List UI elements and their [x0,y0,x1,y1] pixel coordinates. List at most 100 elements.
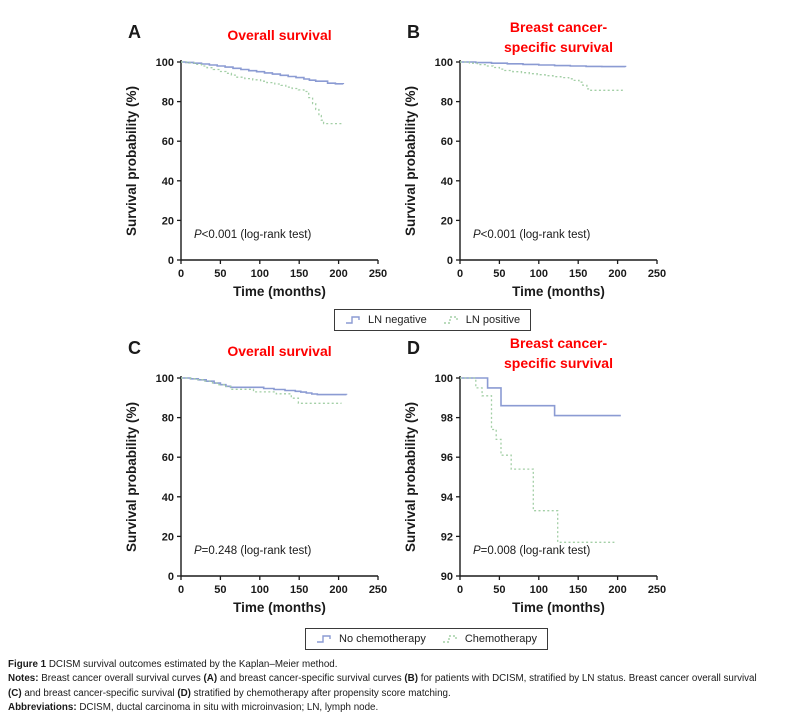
y-tick-label: 100 [156,57,174,69]
caption-line: Figure 1 DCISM survival outcomes estimat… [8,658,800,672]
y-tick-label: 40 [441,176,453,188]
y-tick-label: 100 [156,373,174,385]
x-tick-label: 150 [290,584,308,596]
y-tick-label: 80 [441,97,453,109]
x-tick-label: 200 [608,268,626,280]
caption-text-segment: and breast cancer-specific survival [21,687,178,699]
panel-title: Breast cancer- [510,19,608,35]
x-tick-label: 250 [369,584,387,596]
panel-title: Overall survival [227,27,331,43]
legend-label: Chemotherapy [464,633,537,645]
x-axis-label: Time (months) [512,600,605,615]
legend-label: LN negative [368,314,427,326]
panel-letter: B [407,22,420,42]
km-curve-ln-negative [181,61,345,85]
y-tick-label: 90 [441,571,453,583]
y-tick-label: 40 [162,176,174,188]
x-axis-label: Time (months) [233,600,326,615]
x-tick-label: 250 [648,268,666,280]
y-tick-label: 20 [162,531,174,543]
panel-letter: C [128,338,141,358]
x-tick-label: 200 [329,268,347,280]
panel-letter: D [407,338,420,358]
legend-label: No chemotherapy [339,633,426,645]
y-tick-label: 80 [162,97,174,109]
figure-caption: Figure 1 DCISM survival outcomes estimat… [8,658,800,716]
km-curve-ln-negative [460,61,627,68]
x-tick-label: 250 [369,268,387,280]
km-panel-c: C Overall survival 0 20 40 60 80 100 0 50 100 150 20… [124,338,387,615]
km-panel-a: A Overall survival 0 20 40 60 80 100 0 50 100 150 20… [124,22,387,299]
panel-title: Overall survival [227,343,331,359]
legend-item: Chemotherapy [442,633,537,645]
caption-bold-segment: Abbreviations: [8,702,80,714]
caption-bold-segment: (B) [404,673,419,685]
legend-label: LN positive [465,314,521,326]
km-curve-chemotherapy [181,377,342,404]
y-axis-label: Survival probability (%) [124,402,139,552]
km-curve-ln-positive [460,61,623,91]
km-curve-ln-positive [181,61,344,125]
y-tick-label: 0 [168,571,174,583]
km-panel-d: D Breast cancer-specific survival 90 92 94 96… [403,335,666,615]
legend-item: LN negative [345,314,427,326]
y-tick-label: 40 [162,492,174,504]
x-tick-label: 50 [493,268,505,280]
x-tick-label: 200 [608,584,626,596]
km-curve-chemotherapy [460,377,615,543]
x-tick-label: 150 [569,268,587,280]
caption-line: Notes: Breast cancer overall survival cu… [8,672,800,686]
x-tick-label: 100 [251,584,269,596]
caption-bold-segment: Figure 1 [8,659,49,670]
y-tick-label: 92 [441,531,453,543]
y-axis-label: Survival probability (%) [403,402,418,552]
y-tick-label: 96 [441,452,453,464]
y-tick-label: 80 [162,413,174,425]
x-axis-label: Time (months) [233,284,326,299]
x-tick-label: 100 [530,584,548,596]
x-tick-label: 100 [251,268,269,280]
y-tick-label: 100 [435,57,453,69]
x-tick-label: 250 [648,584,666,596]
p-value-annotation: P<0.001 (log-rank test) [473,229,590,241]
caption-text-segment: DCISM, ductal carcinoma in situ with mic… [79,702,379,714]
caption-bold-segment: Notes: [8,673,42,685]
caption-line: (C) and breast cancer-specific survival … [8,687,800,701]
step-line-icon [346,316,360,324]
caption-text-segment: Breast cancer overall survival curves [41,673,204,685]
legend-ln-status: LN negative LN positive [334,309,532,331]
caption-bold-segment: (A) [203,673,218,685]
caption-text-segment: stratified by chemotherapy after propens… [190,687,451,699]
step-line-icon [443,316,458,324]
y-tick-label: 94 [441,492,454,504]
legend-item: LN positive [443,314,520,326]
y-tick-label: 20 [441,215,453,227]
panel-title: specific survival [504,39,613,55]
x-tick-label: 0 [178,268,184,280]
x-tick-label: 200 [329,584,347,596]
y-tick-label: 60 [162,136,174,148]
km-panel-b: B Breast cancer-specific survival 0 20 40 60 8… [403,19,666,299]
step-line-icon [442,635,457,643]
y-tick-label: 0 [168,255,174,267]
y-tick-label: 98 [441,413,453,425]
x-tick-label: 50 [493,584,505,596]
x-tick-label: 150 [569,584,587,596]
x-tick-label: 50 [214,268,226,280]
y-tick-label: 60 [162,452,174,464]
panel-title: Breast cancer- [510,335,608,351]
caption-bold-segment: (D) [177,687,191,699]
x-tick-label: 0 [178,584,184,596]
y-axis-label: Survival probability (%) [403,86,418,236]
km-curve-no-chemotherapy [460,377,621,417]
km-curve-no-chemotherapy [181,377,348,396]
y-tick-label: 20 [162,215,174,227]
y-tick-label: 60 [441,136,453,148]
x-tick-label: 0 [457,584,463,596]
x-tick-label: 100 [530,268,548,280]
p-value-annotation: P=0.008 (log-rank test) [473,545,590,557]
panel-letter: A [128,22,141,42]
panel-title: specific survival [504,355,613,371]
caption-text-segment: DCISM survival outcomes estimated by the… [48,659,338,670]
